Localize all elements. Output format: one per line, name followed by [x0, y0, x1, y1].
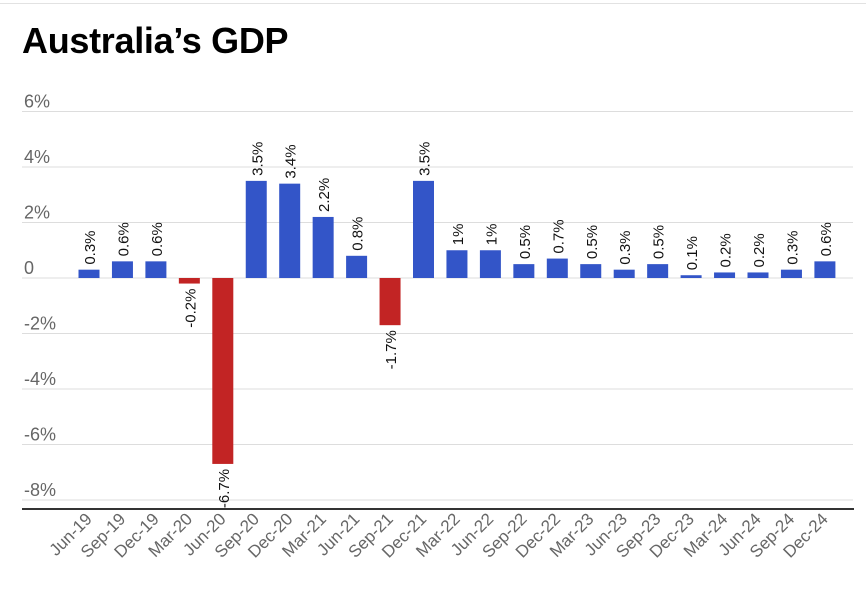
y-tick-label: -6%	[24, 425, 56, 445]
bar	[111, 261, 133, 278]
data-label: 0.5%	[651, 225, 668, 259]
data-label: 2.2%	[316, 178, 333, 212]
data-label: 1%	[450, 224, 467, 246]
bar	[714, 272, 736, 278]
y-tick-label: 6%	[24, 92, 50, 112]
bar	[312, 216, 334, 278]
data-label: 0.2%	[751, 233, 768, 267]
data-label: 0.3%	[82, 230, 99, 264]
y-tick-label: 4%	[24, 147, 50, 167]
data-label: 0.5%	[517, 225, 534, 259]
bar	[212, 278, 234, 464]
data-label: 0.6%	[149, 222, 166, 256]
bar	[747, 272, 769, 278]
bar	[513, 264, 535, 278]
bar	[479, 250, 501, 278]
bar	[145, 261, 167, 278]
bar	[178, 278, 200, 284]
y-tick-label: 0	[24, 258, 34, 278]
bar	[279, 183, 301, 278]
y-tick-label: -4%	[24, 369, 56, 389]
y-tick-label: -2%	[24, 314, 56, 334]
bar	[446, 250, 468, 278]
bar	[680, 275, 702, 278]
data-label: 0.6%	[818, 222, 835, 256]
data-label: 0.2%	[718, 233, 735, 267]
data-label: 0.7%	[550, 219, 567, 253]
data-label: 0.1%	[684, 236, 701, 270]
chart-title: Australia’s GDP	[22, 20, 289, 61]
data-label: 0.8%	[350, 217, 367, 251]
bar	[546, 258, 568, 278]
bar	[613, 269, 635, 278]
data-label: -0.2%	[182, 289, 199, 328]
bar	[78, 269, 100, 278]
data-label: 3.5%	[249, 142, 266, 176]
data-label: 0.5%	[584, 225, 601, 259]
bar	[245, 180, 267, 278]
y-tick-label: -8%	[24, 480, 56, 500]
data-label: 0.3%	[784, 230, 801, 264]
top-divider	[0, 3, 866, 4]
bar	[379, 278, 401, 326]
bar	[814, 261, 836, 278]
data-label: -1.7%	[383, 330, 400, 369]
y-tick-label: 2%	[24, 203, 50, 223]
bar	[647, 264, 669, 278]
bar	[346, 255, 368, 278]
data-label: -6.7%	[216, 469, 233, 508]
bar	[780, 269, 802, 278]
data-label: 1%	[483, 224, 500, 246]
data-label: 3.5%	[417, 142, 434, 176]
bar	[580, 264, 602, 278]
data-label: 0.3%	[617, 230, 634, 264]
bar	[413, 180, 434, 278]
data-label: 0.6%	[115, 222, 132, 256]
data-label: 3.4%	[283, 144, 300, 178]
